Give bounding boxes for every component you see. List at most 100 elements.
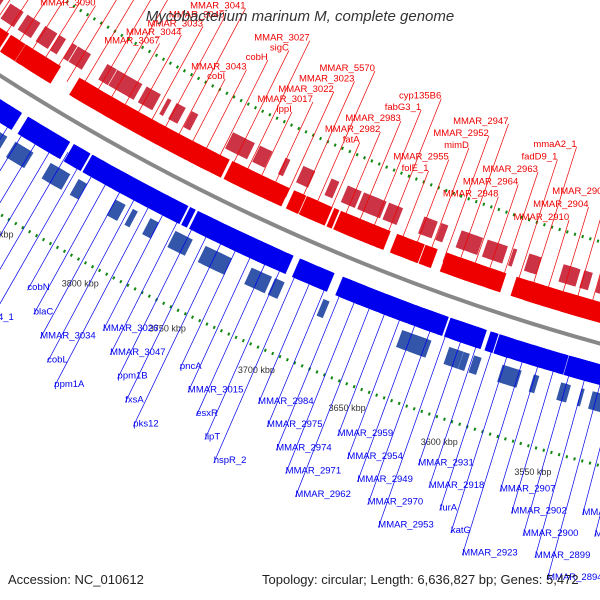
reverse-gene-leader bbox=[486, 184, 519, 278]
reverse-gene-leader bbox=[93, 0, 151, 98]
reverse-gene-leader bbox=[187, 78, 226, 151]
forward-feature-41 bbox=[142, 218, 160, 239]
reverse-cds-76 bbox=[315, 203, 333, 226]
reverse-cds-284 bbox=[408, 241, 425, 263]
reverse-feature-28 bbox=[168, 103, 186, 124]
forward-gene-label: MMAR_2907 bbox=[500, 484, 555, 495]
reverse-gene-leader bbox=[27, 0, 65, 58]
reverse-feature-4 bbox=[183, 111, 199, 131]
reverse-feature-31 bbox=[324, 178, 340, 199]
reverse-cds-199 bbox=[285, 190, 307, 214]
reverse-cds-240 bbox=[375, 228, 391, 250]
reverse-gene-label: MMAR_2947 bbox=[453, 116, 508, 127]
forward-gene-label: esxR bbox=[196, 408, 218, 419]
forward-gene-leader bbox=[102, 206, 168, 332]
reverse-gene-leader bbox=[271, 101, 314, 191]
forward-feature-75 bbox=[6, 142, 21, 161]
forward-gene-leader bbox=[546, 383, 600, 581]
reverse-gene-label: MMAR_2963 bbox=[482, 164, 537, 175]
reverse-gene-leader bbox=[356, 120, 402, 229]
reverse-feature-49 bbox=[507, 248, 518, 267]
reverse-feature-77 bbox=[579, 270, 593, 291]
forward-cds-258 bbox=[140, 185, 156, 207]
forward-feature-48 bbox=[73, 181, 88, 200]
reverse-gene-leader bbox=[545, 219, 570, 297]
forward-gene-label: MMAR_2894 bbox=[547, 572, 600, 583]
reverse-gene-leader bbox=[313, 70, 376, 211]
reverse-gene-leader bbox=[106, 0, 168, 106]
reverse-cds-270 bbox=[115, 104, 139, 130]
forward-feature-69 bbox=[172, 233, 186, 253]
reverse-gene-leader bbox=[589, 273, 600, 310]
reverse-gene-leader bbox=[14, 0, 47, 50]
reverse-feature-43 bbox=[295, 165, 316, 188]
forward-gene-leader bbox=[367, 322, 434, 505]
forward-gene-label: MMAR_3034 bbox=[40, 330, 95, 341]
forward-cds-161 bbox=[210, 221, 224, 242]
forward-cds-221 bbox=[181, 206, 196, 228]
forward-cds-269 bbox=[421, 309, 438, 332]
forward-cds-230 bbox=[55, 139, 69, 158]
reverse-feature-34 bbox=[68, 46, 92, 70]
forward-gene-label: lipT bbox=[205, 432, 221, 443]
forward-gene-leader bbox=[510, 362, 557, 514]
forward-cds-242 bbox=[8, 111, 23, 130]
forward-cds-256 bbox=[347, 281, 367, 305]
forward-gene-leader bbox=[0, 135, 41, 204]
forward-cds-293 bbox=[437, 315, 449, 336]
forward-gene-label: blaC bbox=[34, 306, 54, 317]
forward-gene-label: mmpS4_1 bbox=[0, 312, 14, 323]
reverse-gene-label: MMAR_3067 bbox=[104, 35, 159, 46]
tick-label: 3650 kbp bbox=[329, 403, 366, 413]
forward-gene-leader bbox=[46, 191, 139, 363]
forward-gene-label: MMAR_2899 bbox=[535, 550, 590, 561]
forward-feature-63 bbox=[497, 364, 510, 385]
reverse-cds-307 bbox=[177, 137, 196, 161]
reverse-feature-70 bbox=[523, 253, 542, 275]
reverse-gene-leader bbox=[530, 146, 577, 292]
forward-gene-label: pks12 bbox=[133, 418, 158, 429]
forward-cds-282 bbox=[64, 144, 85, 168]
reverse-feature-79 bbox=[127, 80, 143, 100]
reverse-cds-277 bbox=[338, 213, 350, 233]
forward-feature-13 bbox=[109, 200, 125, 221]
accession-label: Accession: NC_010612 bbox=[8, 572, 144, 587]
forward-gene-leader bbox=[109, 213, 182, 355]
forward-gene-label: MMAR_2984 bbox=[258, 396, 313, 407]
forward-gene-leader bbox=[417, 332, 464, 466]
reverse-feature-67 bbox=[49, 34, 67, 55]
reverse-gene-label: cyp135B6 bbox=[399, 91, 441, 102]
reverse-feature-69 bbox=[567, 267, 577, 286]
reverse-gene-label: MMAR_2910 bbox=[514, 212, 569, 223]
tick-label: 3700 kbp bbox=[238, 365, 275, 375]
reverse-gene-label: lppK bbox=[99, 0, 119, 1]
forward-gene-leader bbox=[522, 366, 572, 536]
forward-feature-78 bbox=[260, 274, 272, 294]
reverse-gene-label: lppI bbox=[276, 104, 291, 115]
reverse-cds-256 bbox=[340, 214, 358, 237]
forward-gene-leader bbox=[0, 143, 55, 237]
reverse-cds-309 bbox=[82, 85, 101, 108]
forward-cds-197 bbox=[279, 253, 294, 274]
reverse-feature-59 bbox=[435, 222, 449, 243]
forward-feature-67 bbox=[443, 346, 455, 366]
reverse-gene-label: MMAR_2964 bbox=[463, 176, 518, 187]
forward-gene-leader bbox=[347, 310, 404, 460]
reverse-gene-label: fabG3_1 bbox=[385, 102, 421, 113]
forward-feature-44 bbox=[447, 348, 464, 369]
tick-label: 3600 kbp bbox=[421, 437, 458, 447]
reverse-feature-58 bbox=[227, 133, 247, 156]
forward-cds-182 bbox=[164, 198, 188, 224]
forward-gene-label: MMAR_3026 bbox=[103, 323, 158, 334]
reverse-cds-243 bbox=[211, 154, 230, 178]
forward-feature-46 bbox=[457, 351, 470, 371]
reverse-feature-46 bbox=[0, 0, 4, 6]
reverse-cds-139 bbox=[1, 35, 26, 62]
reverse-gene-leader bbox=[457, 123, 509, 268]
forward-gene-label: MMAR_2953 bbox=[378, 520, 433, 531]
forward-feature-22 bbox=[124, 208, 138, 228]
forward-cds-303 bbox=[563, 355, 583, 379]
forward-gene-leader bbox=[53, 198, 154, 387]
forward-cds-271 bbox=[22, 119, 38, 140]
forward-gene-label: ppm1A bbox=[54, 379, 85, 390]
